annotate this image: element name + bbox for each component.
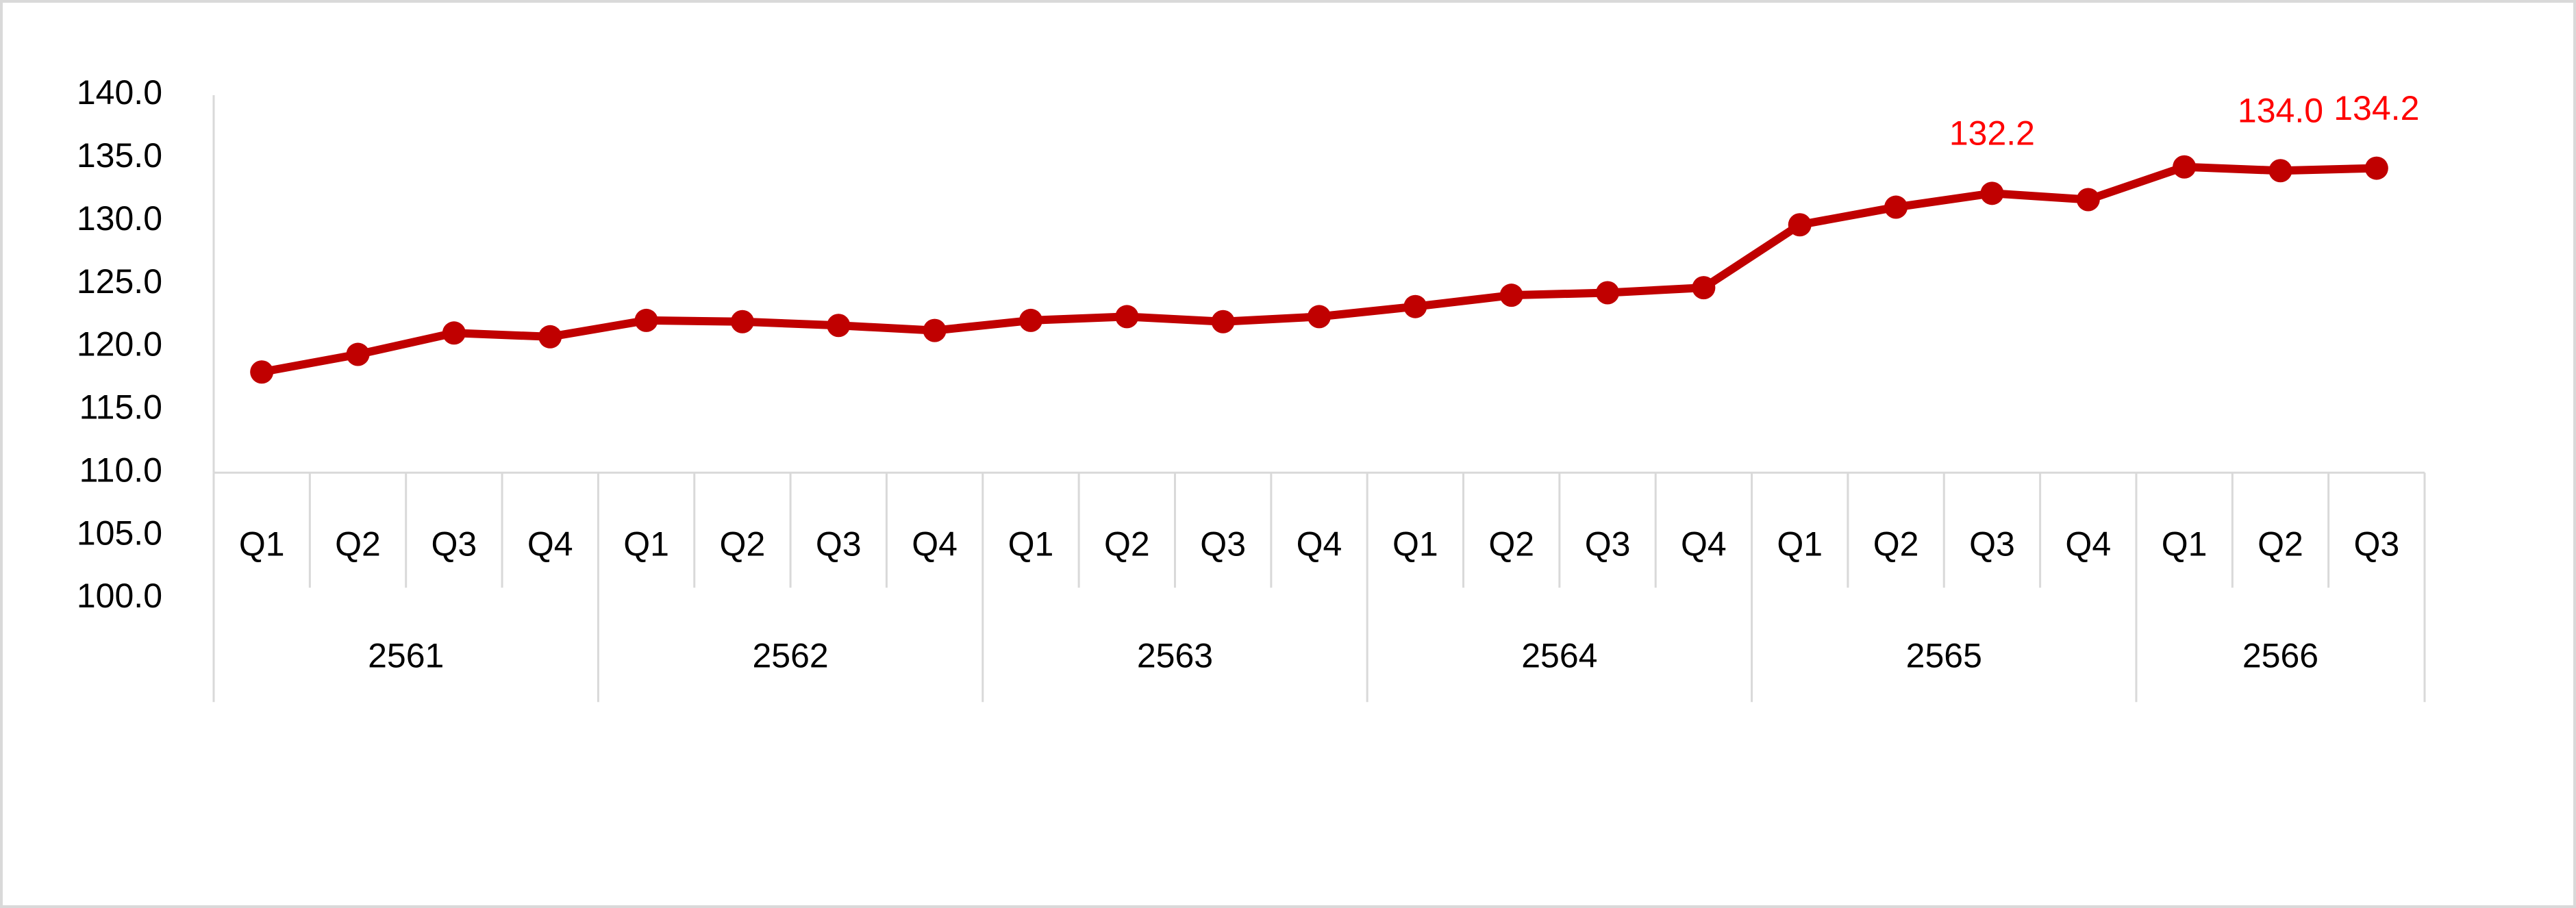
data-point <box>442 321 466 345</box>
x-tick-label: Q4 <box>1681 525 1727 563</box>
x-tick-label: Q1 <box>239 525 285 563</box>
data-point <box>730 310 754 333</box>
data-point <box>2268 159 2292 183</box>
x-tick-label: Q3 <box>816 525 862 563</box>
x-tick-label: Q3 <box>1585 525 1631 563</box>
x-tick-label: Q2 <box>1873 525 1919 563</box>
data-point <box>1308 305 1331 329</box>
data-label: 134.2 <box>2334 89 2419 127</box>
x-tick-label: Q2 <box>335 525 381 563</box>
x-tick-label: Q1 <box>1777 525 1823 563</box>
data-label: 132.2 <box>1949 114 2035 153</box>
data-point <box>1211 310 1235 333</box>
x-tick-label: Q1 <box>1008 525 1054 563</box>
x-tick-label: Q3 <box>1200 525 1246 563</box>
x-tick-label: Q3 <box>1969 525 2015 563</box>
x-tick-label: Q4 <box>2065 525 2111 563</box>
x-tick-label: Q2 <box>1104 525 1150 563</box>
data-point <box>346 342 370 366</box>
data-point <box>1980 181 2004 205</box>
y-tick-label: 105.0 <box>77 514 162 552</box>
data-label: 134.0 <box>2238 91 2323 129</box>
y-tick-label: 130.0 <box>77 199 162 238</box>
y-tick-label: 110.0 <box>79 451 162 489</box>
x-tick-label: Q2 <box>1488 525 1534 563</box>
data-point <box>2173 155 2197 179</box>
data-point <box>827 314 851 338</box>
y-tick-label: 135.0 <box>77 136 162 175</box>
y-tick-label: 120.0 <box>77 325 162 364</box>
data-point <box>1403 294 1427 318</box>
data-point <box>538 325 562 349</box>
x-tick-label: Q1 <box>623 525 669 563</box>
x-group-label: 2561 <box>368 636 444 674</box>
data-point <box>634 308 658 332</box>
data-point <box>2076 188 2100 212</box>
data-point <box>1499 283 1523 307</box>
data-point <box>1884 195 1908 219</box>
data-point <box>2364 156 2388 180</box>
data-point <box>1115 305 1139 329</box>
x-tick-label: Q1 <box>2162 525 2208 563</box>
x-tick-label: Q4 <box>912 525 958 563</box>
x-group-label: 2562 <box>752 636 828 674</box>
x-group-label: 2565 <box>1906 636 1982 674</box>
y-tick-label: 115.0 <box>79 388 162 427</box>
x-tick-label: Q2 <box>2258 525 2303 563</box>
data-point <box>1692 276 1716 300</box>
y-tick-label: 125.0 <box>77 262 162 301</box>
data-point <box>1018 308 1042 332</box>
data-point <box>1788 213 1812 237</box>
x-group-label: 2564 <box>1521 636 1597 674</box>
x-tick-label: Q3 <box>432 525 477 563</box>
x-tick-label: Q2 <box>720 525 766 563</box>
x-group-label: 2563 <box>1137 636 1213 674</box>
x-tick-label: Q4 <box>1297 525 1342 563</box>
y-tick-label: 140.0 <box>77 73 162 112</box>
data-point <box>250 360 274 384</box>
y-tick-label: 100.0 <box>77 577 162 615</box>
x-tick-label: Q1 <box>1392 525 1438 563</box>
data-point <box>1596 281 1620 305</box>
x-group-label: 2566 <box>2242 636 2318 674</box>
x-tick-label: Q4 <box>527 525 573 563</box>
data-point <box>923 318 947 342</box>
x-tick-label: Q3 <box>2353 525 2399 563</box>
